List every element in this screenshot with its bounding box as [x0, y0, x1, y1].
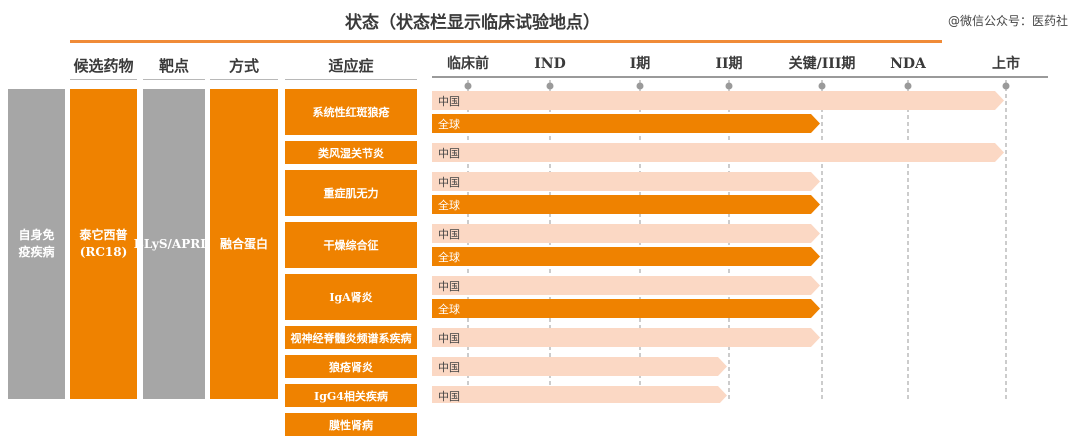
stage-label: I期 — [630, 56, 651, 72]
header-indication: 适应症 — [328, 57, 374, 75]
china-bar — [432, 143, 1004, 162]
stage-label: NDA — [890, 56, 927, 72]
stage-label: 关键/III期 — [789, 55, 856, 72]
region-label: 全球 — [438, 302, 460, 316]
global-bar — [432, 299, 820, 318]
china-bar — [432, 172, 820, 191]
stage-marker — [1002, 82, 1010, 90]
global-bar — [432, 247, 820, 266]
header-candidate: 候选药物 — [73, 57, 134, 75]
region-label: 中国 — [438, 95, 460, 108]
target-block: BLyS/APRIL — [134, 89, 214, 399]
watermark: @微信公众号：医药社 — [947, 14, 1068, 28]
china-bar — [432, 91, 1004, 110]
china-bar — [432, 386, 727, 403]
indication-label: 狼疮肾炎 — [285, 355, 417, 378]
indication-label: 系统性红斑狼疮 — [285, 89, 417, 135]
stage-label: 临床前 — [447, 55, 489, 72]
pipeline-chart: 临床前 IND I期 II期 关键/III期 NDA 上市中国全球中国中国全球中国全球中国全… — [432, 55, 1048, 403]
stage-marker — [818, 82, 826, 90]
region-label: 中国 — [438, 228, 460, 241]
region-label: 中国 — [438, 390, 460, 403]
indication-label: 干燥综合征 — [285, 222, 417, 268]
china-bar — [432, 328, 820, 347]
modality-label: 融合蛋白 — [219, 236, 268, 251]
region-label: 中国 — [438, 332, 460, 345]
stage-marker — [464, 82, 472, 90]
disease-area-label: 自身免疫疾病 — [18, 228, 55, 259]
drug-name: 泰它西普 — [79, 228, 128, 242]
region-label: 中国 — [438, 176, 460, 189]
global-bar — [432, 114, 820, 133]
china-bar — [432, 357, 727, 376]
header-underline — [210, 79, 278, 80]
drug-block: 泰它西普 (RC18) — [70, 89, 137, 399]
disease-area-block: 自身免疫疾病 — [8, 89, 65, 399]
header-underline — [285, 79, 417, 80]
stage-marker — [546, 82, 554, 90]
china-bar — [432, 276, 820, 295]
stage-marker — [904, 82, 912, 90]
header-underline — [143, 79, 205, 80]
china-bar — [432, 224, 820, 243]
region-label: 中国 — [438, 361, 460, 374]
indication-label: 膜性肾病 — [285, 413, 417, 436]
indication-label: 重症肌无力 — [285, 170, 417, 216]
stage-label: 上市 — [992, 55, 1020, 72]
indication-label: 类风湿关节炎 — [285, 141, 417, 164]
header-modality: 方式 — [228, 57, 259, 75]
global-bar — [432, 195, 820, 214]
stage-marker — [636, 82, 644, 90]
drug-code: (RC18) — [79, 245, 128, 259]
header-underline — [70, 79, 137, 80]
region-label: 全球 — [438, 198, 460, 212]
region-label: 中国 — [438, 147, 460, 160]
region-label: 全球 — [438, 117, 460, 131]
indication-label: IgG4相关疾病 — [285, 384, 417, 407]
target-label: BLyS/APRIL — [133, 236, 215, 251]
stage-label: II期 — [715, 56, 742, 72]
header-target: 靶点 — [158, 57, 189, 75]
title-rule — [70, 40, 942, 43]
region-label: 中国 — [438, 280, 460, 293]
indication-label: IgA肾炎 — [285, 274, 417, 320]
indication-label: 视神经脊髓炎频谱系疾病 — [285, 326, 417, 349]
stage-label: IND — [534, 56, 566, 72]
stage-marker — [725, 82, 733, 90]
modality-block: 融合蛋白 — [210, 89, 278, 399]
chart-title: 状态（状态栏显示临床试验地点） — [345, 13, 600, 33]
region-label: 全球 — [438, 250, 460, 264]
